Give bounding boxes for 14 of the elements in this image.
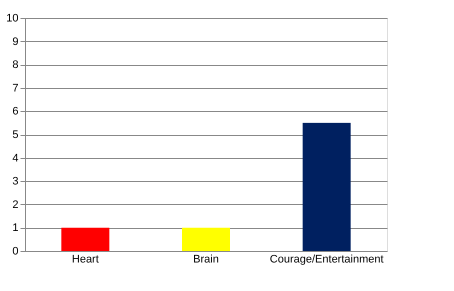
x-tick-label: Heart bbox=[72, 254, 99, 266]
y-tick-label: 7 bbox=[12, 82, 18, 94]
y-tick-label: 1 bbox=[12, 222, 18, 234]
x-tick-label: Brain bbox=[193, 254, 219, 266]
y-tick-label: 9 bbox=[12, 36, 18, 48]
y-tick-label: 0 bbox=[12, 246, 18, 258]
y-tick-label: 4 bbox=[12, 152, 18, 164]
y-tick-label: 6 bbox=[12, 106, 18, 118]
y-tick-label: 8 bbox=[12, 59, 18, 72]
y-tick-label: 3 bbox=[12, 176, 18, 188]
y-tick-label: 5 bbox=[12, 129, 18, 141]
x-tick-label: Courage/Entertainment bbox=[270, 254, 384, 266]
y-tick-label: 10 bbox=[6, 12, 18, 24]
y-tick-label: 2 bbox=[12, 198, 18, 211]
